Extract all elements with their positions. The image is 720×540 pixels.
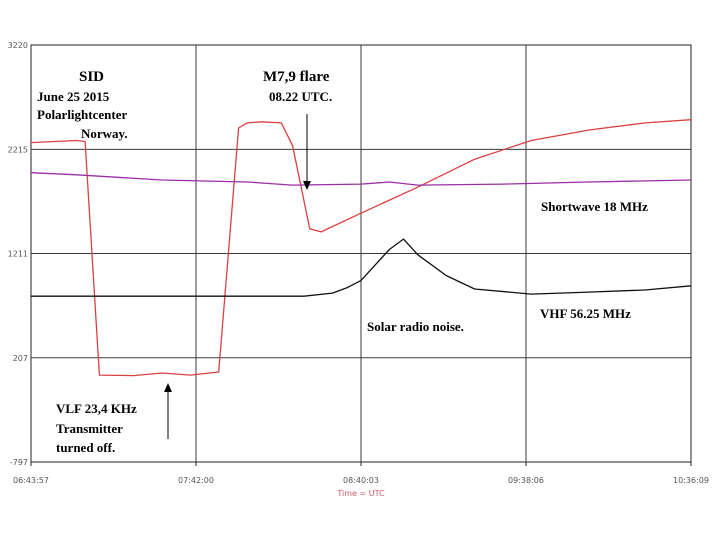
- x-tick-label: 10:36:09: [673, 476, 709, 485]
- y-tick-label: 1211: [8, 250, 28, 259]
- label-vhf: VHF 56.25 MHz: [540, 306, 631, 321]
- y-tick-label: 207: [13, 354, 28, 363]
- series-group: [30, 119, 692, 377]
- x-tick-label: 08:40:03: [343, 476, 379, 485]
- series-line-shortwave-18-mhz: [30, 172, 692, 186]
- annotation-date: June 25 2015: [37, 89, 110, 104]
- annotation-observatory: Polarlightcenter: [37, 107, 127, 122]
- y-tick-label: 3220: [8, 41, 28, 50]
- annotation-flare: M7,9 flare: [263, 69, 330, 85]
- x-axis: 06:43:57 07:42:00 08:40:03 09:38:06 10:36:09: [13, 462, 709, 485]
- series-line-vlf-23-4-khz: [30, 119, 692, 377]
- x-tick-label: 09:38:06: [508, 476, 544, 485]
- annotation-country: Norway.: [81, 126, 128, 141]
- transmitter-arrow-head: [164, 383, 172, 392]
- x-axis-title: Time = UTC: [336, 489, 385, 498]
- label-vlf: VLF 23,4 KHz: [56, 401, 137, 416]
- label-shortwave: Shortwave 18 MHz: [541, 199, 648, 214]
- series-line-vhf-56-25-mhz: [31, 238, 692, 297]
- x-tick-label: 07:42:00: [178, 476, 214, 485]
- y-axis: 3220 2215 1211 207 -797: [8, 41, 28, 467]
- annotation-sid: SID: [79, 69, 104, 85]
- annotation-flare-time: 08.22 UTC.: [269, 89, 332, 104]
- x-tick-label: 06:43:57: [13, 476, 49, 485]
- annotation-radio-noise: Solar radio noise.: [367, 319, 464, 334]
- y-tick-label: -797: [10, 458, 28, 467]
- annotation-transmitter: Transmitter: [56, 421, 123, 436]
- annotation-turned-off: turned off.: [56, 440, 115, 455]
- grid: [31, 45, 691, 462]
- flare-arrow-head: [303, 181, 311, 190]
- y-tick-label: 2215: [8, 145, 28, 154]
